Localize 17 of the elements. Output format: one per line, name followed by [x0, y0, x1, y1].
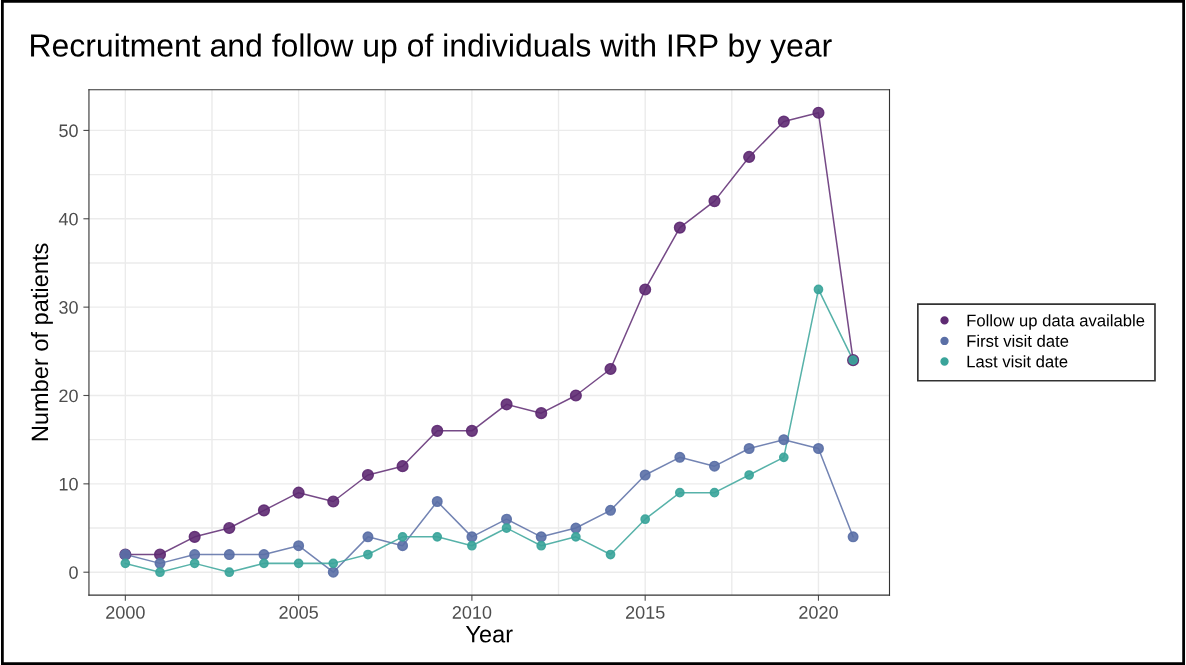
x-tick-label: 2005 [279, 606, 318, 619]
y-tick-label: 50 [59, 124, 78, 138]
x-tick-label: 2010 [452, 606, 492, 619]
legend-label: Follow up data available [967, 314, 1145, 330]
x-axis-title: Year [465, 626, 513, 643]
y-tick-label: 30 [59, 301, 78, 314]
legend-label: First visit date [967, 334, 1069, 347]
y-tick-label: 10 [59, 477, 78, 491]
y-tick-label: 40 [58, 212, 78, 226]
y-axis-title: Number of patients [30, 243, 53, 441]
chart-title: Recruitment and follow up of individuals with IRP by year [31, 33, 832, 64]
y-tick-label: 0 [69, 566, 78, 579]
legend-label: Last visit date [967, 355, 1068, 368]
x-tick-label: 2015 [626, 606, 665, 619]
x-tick-label: 2020 [799, 606, 838, 619]
x-tick-label: 2000 [106, 606, 145, 619]
y-tick-label: 20 [59, 389, 78, 403]
